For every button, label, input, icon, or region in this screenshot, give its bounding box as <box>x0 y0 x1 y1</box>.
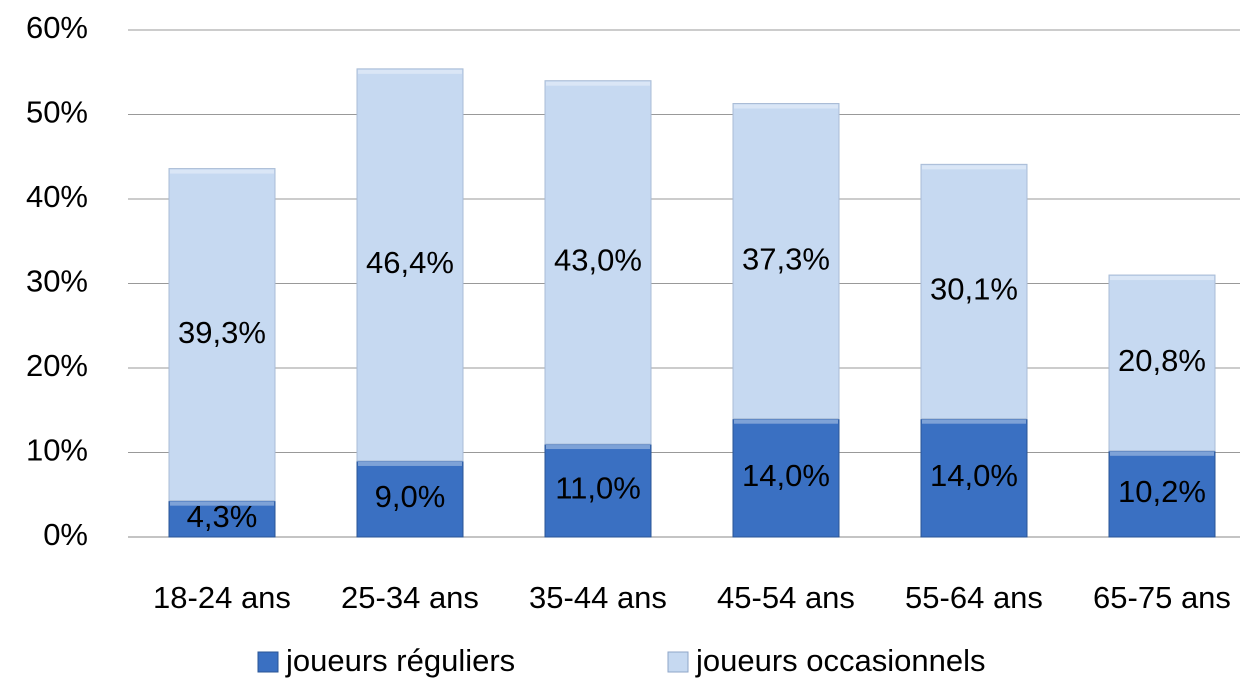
bar-segment <box>356 460 464 538</box>
value-label: 14,0% <box>742 458 830 493</box>
bar-highlight <box>734 104 838 109</box>
value-label: 10,2% <box>1118 474 1206 509</box>
bar-highlight <box>922 165 1026 170</box>
bar-segment <box>732 418 840 538</box>
bar-segment <box>920 163 1028 420</box>
bar-segment <box>1108 274 1216 452</box>
bar-segment <box>1108 450 1216 538</box>
bar-highlight <box>1110 451 1214 456</box>
bar-highlight <box>546 445 650 450</box>
y-tick-label: 20% <box>26 348 88 383</box>
bar-highlight <box>170 501 274 506</box>
bar-highlight <box>922 419 1026 424</box>
x-tick-label: 65-75 ans <box>1093 580 1231 615</box>
y-tick-label: 10% <box>26 433 88 468</box>
value-label: 37,3% <box>742 241 830 276</box>
bar-segment <box>168 168 276 502</box>
bar-segment <box>544 80 652 445</box>
y-tick-label: 50% <box>26 95 88 130</box>
legend-swatch <box>257 651 279 673</box>
x-tick-label: 18-24 ans <box>153 580 291 615</box>
y-tick-label: 0% <box>43 517 88 552</box>
value-label: 20,8% <box>1118 343 1206 378</box>
legend-label: joueurs réguliers <box>285 643 515 678</box>
bar-segment <box>356 68 464 462</box>
x-tick-label: 55-64 ans <box>905 580 1043 615</box>
y-tick-label: 30% <box>26 264 88 299</box>
value-label: 43,0% <box>554 243 642 278</box>
legend-swatch <box>667 651 689 673</box>
bar-segment <box>544 443 652 538</box>
bar-segment <box>732 103 840 420</box>
bar-highlight <box>734 419 838 424</box>
y-tick-label: 60% <box>26 10 88 45</box>
bar-highlight <box>546 81 650 86</box>
bar-highlight <box>170 169 274 174</box>
value-label: 14,0% <box>930 458 1018 493</box>
value-label: 46,4% <box>366 245 454 280</box>
bar-segment <box>168 500 276 538</box>
value-label: 30,1% <box>930 272 1018 307</box>
x-tick-label: 35-44 ans <box>529 580 667 615</box>
value-label: 11,0% <box>555 471 641 506</box>
value-label: 4,3% <box>187 499 258 534</box>
x-tick-label: 45-54 ans <box>717 580 855 615</box>
bar-highlight <box>358 69 462 74</box>
legend-label: joueurs occasionnels <box>695 643 986 678</box>
bar-highlight <box>358 461 462 466</box>
bar-segment <box>920 418 1028 538</box>
bar-highlight <box>1110 276 1214 281</box>
value-label: 39,3% <box>178 315 266 350</box>
value-label: 9,0% <box>375 479 446 514</box>
y-tick-label: 40% <box>26 179 88 214</box>
x-tick-label: 25-34 ans <box>341 580 479 615</box>
